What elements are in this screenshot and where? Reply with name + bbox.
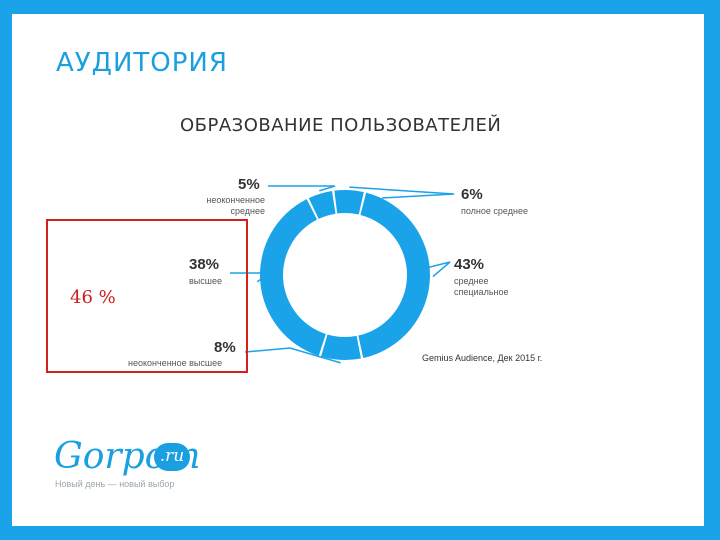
slice-incomplete-higher	[321, 334, 361, 360]
label-full-secondary: 6%	[461, 186, 483, 203]
logo-badge: .ru	[154, 443, 190, 471]
label-specialized-secondary: 43%	[454, 256, 484, 273]
value-label: 6%	[461, 186, 483, 203]
slice-specialized-secondary	[358, 192, 431, 359]
category-label: неоконченное среднее	[206, 195, 265, 216]
label-higher: 38%	[189, 256, 219, 273]
category-label: среднее специальное	[454, 276, 509, 297]
leader-line	[230, 272, 273, 283]
value-label: 5%	[238, 176, 260, 193]
highlight-value: 46 %	[70, 287, 116, 308]
leader-line	[349, 186, 455, 199]
tagline: Новый день — новый выбор	[55, 479, 175, 489]
page-title: АУДИТОРИЯ	[56, 48, 228, 78]
leader-line	[417, 261, 451, 278]
slide	[12, 14, 704, 526]
leader-line	[268, 185, 336, 192]
slice-incomplete-secondary	[308, 191, 336, 219]
value-label: 8%	[214, 339, 236, 356]
chart-title: ОБРАЗОВАНИЕ ПОЛЬЗОВАТЕЛЕЙ	[180, 115, 502, 136]
label-incomplete-secondary: 5%	[238, 176, 260, 193]
value-label: 38%	[189, 256, 220, 273]
category-label: полное среднее	[461, 206, 528, 216]
source-note: Gemius Audience, Дек 2015 г.	[422, 353, 543, 363]
label-incomplete-higher: 8%	[214, 339, 236, 356]
value-label: 43%	[454, 256, 485, 273]
category-label: высшее	[189, 276, 222, 286]
slice-full-secondary	[334, 190, 364, 215]
category-label: неоконченное высшее	[128, 358, 223, 368]
leader-line	[244, 347, 341, 364]
slice-higher	[260, 199, 326, 356]
highlight-box	[46, 219, 248, 373]
